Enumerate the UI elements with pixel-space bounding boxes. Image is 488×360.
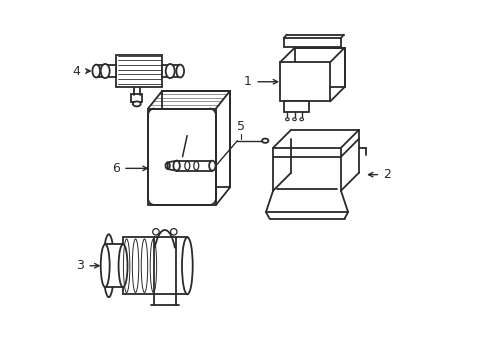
Ellipse shape — [176, 64, 183, 77]
Ellipse shape — [184, 161, 189, 170]
Bar — [280, 62, 329, 102]
Ellipse shape — [92, 64, 100, 77]
Bar — [96, 64, 116, 77]
Ellipse shape — [118, 244, 127, 287]
Text: 6: 6 — [112, 162, 120, 175]
Bar — [162, 91, 230, 187]
Ellipse shape — [165, 64, 174, 78]
Ellipse shape — [101, 244, 109, 287]
Ellipse shape — [209, 161, 215, 171]
Ellipse shape — [292, 118, 296, 121]
Bar — [116, 55, 162, 87]
Ellipse shape — [101, 64, 109, 78]
Bar — [294, 48, 344, 87]
Bar — [148, 109, 216, 205]
Bar — [123, 237, 187, 294]
Bar — [162, 64, 180, 77]
Ellipse shape — [193, 161, 198, 170]
Bar — [131, 94, 142, 102]
Ellipse shape — [133, 102, 141, 107]
Text: 4: 4 — [73, 64, 81, 77]
Ellipse shape — [152, 229, 159, 235]
Ellipse shape — [262, 139, 268, 143]
Bar — [176, 161, 212, 171]
Ellipse shape — [170, 229, 177, 235]
Text: 3: 3 — [76, 259, 84, 272]
Text: 5: 5 — [237, 120, 244, 133]
Ellipse shape — [165, 162, 169, 169]
Ellipse shape — [182, 237, 192, 294]
Bar — [283, 38, 340, 47]
Text: 2: 2 — [383, 168, 390, 181]
Ellipse shape — [103, 234, 114, 297]
Ellipse shape — [285, 118, 288, 121]
Bar — [272, 148, 340, 157]
Bar — [283, 102, 308, 112]
Ellipse shape — [173, 161, 180, 171]
Text: 1: 1 — [244, 75, 251, 88]
Ellipse shape — [299, 118, 303, 121]
Bar — [105, 244, 123, 287]
